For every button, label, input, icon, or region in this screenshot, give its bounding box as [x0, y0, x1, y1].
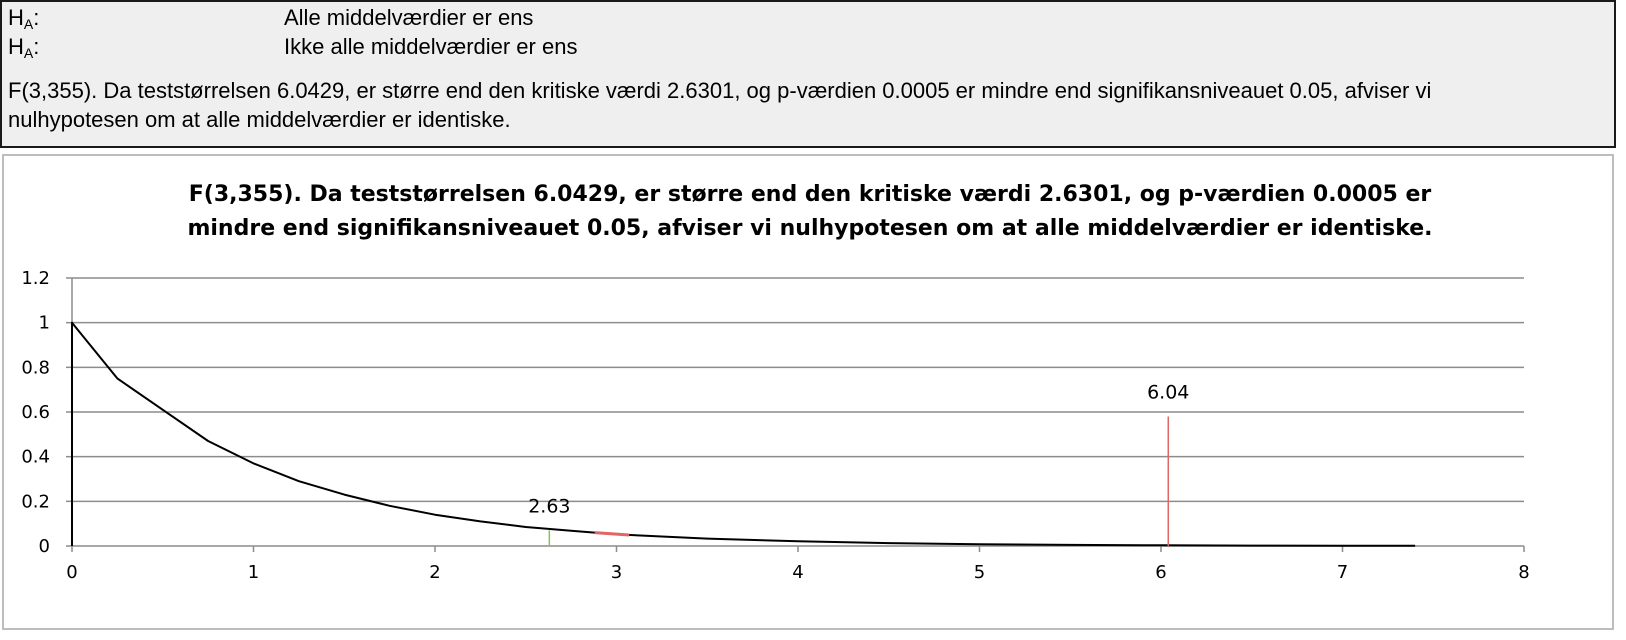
y-tick-label-2: 0.4	[21, 447, 50, 468]
x-tick-label-6: 6	[1155, 562, 1166, 583]
null-hypothesis-label: HA:	[8, 5, 40, 32]
y-tick-label-6: 1.2	[21, 268, 50, 289]
y-tick-label-1: 0.2	[21, 491, 50, 512]
x-tick-label-0: 0	[66, 562, 77, 583]
chart-title-line-1: F(3,355). Da teststørrelsen 6.0429, er s…	[188, 182, 1432, 207]
y-tick-label-0: 0	[39, 536, 50, 557]
x-tick-label-8: 8	[1518, 562, 1529, 583]
chart-title-line-2: mindre end signifikansniveauet 0.05, afv…	[187, 216, 1433, 241]
marker-label-1: 6.04	[1147, 381, 1189, 403]
conclusion-text: F(3,355). Da teststørrelsen 6.0429, er s…	[8, 78, 1432, 132]
hypothesis-panel: HA: Alle middelværdier er ens HA: Ikke a…	[0, 0, 1616, 148]
x-tick-label-3: 3	[611, 562, 622, 583]
x-tick-label-7: 7	[1337, 562, 1348, 583]
chart-title: F(3,355). Da teststørrelsen 6.0429, er s…	[4, 178, 1616, 246]
y-tick-label-5: 1	[39, 313, 50, 334]
x-tick-label-4: 4	[792, 562, 803, 583]
null-hypothesis-text: Alle middelværdier er ens	[284, 5, 534, 30]
y-tick-label-4: 0.8	[21, 357, 50, 378]
rejection-region-segment	[594, 531, 630, 537]
alternative-hypothesis-text: Ikke alle middelværdier er ens	[284, 34, 578, 59]
alternative-hypothesis-label: HA:	[8, 34, 40, 61]
x-tick-label-1: 1	[248, 562, 259, 583]
chart-panel: F(3,355). Da teststørrelsen 6.0429, er s…	[2, 154, 1614, 630]
f-distribution-chart: 0 0.2 0.4 0.6 0.8 1 1.2 0 1 2 3 4 5 6 7 8 2.63 6.04	[21, 268, 1529, 583]
x-tick-label-5: 5	[974, 562, 985, 583]
series-line-0	[71, 321, 1416, 547]
x-tick-label-2: 2	[429, 562, 440, 583]
y-tick-label-3: 0.6	[21, 402, 50, 423]
marker-label-0: 2.63	[528, 495, 570, 517]
